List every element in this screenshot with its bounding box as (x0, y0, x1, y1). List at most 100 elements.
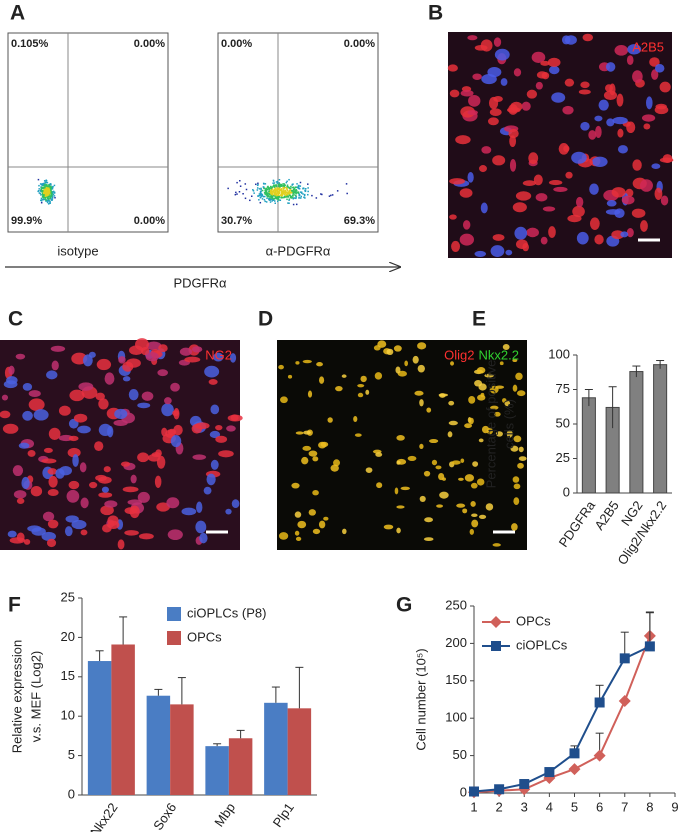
flow-dot (262, 195, 265, 198)
cell (21, 476, 30, 490)
cell (301, 456, 309, 465)
flow-dot (267, 195, 270, 197)
cell (308, 509, 316, 516)
flow-dot (50, 198, 52, 200)
flow-dot (289, 196, 292, 198)
flow-dot (295, 196, 298, 198)
cell (124, 530, 139, 536)
cell (553, 186, 568, 192)
cell (542, 206, 556, 212)
bar (111, 644, 135, 795)
flow-dot (270, 195, 272, 197)
cell (167, 529, 183, 541)
flow-dot (258, 188, 261, 190)
cell (2, 423, 19, 434)
flow-dot (293, 197, 296, 199)
cell (157, 369, 168, 377)
cell (16, 532, 25, 543)
y-axis-label: v.s. MEF (Log2) (28, 651, 43, 743)
flow-dot (272, 199, 275, 201)
cell (104, 500, 118, 508)
cell (512, 384, 518, 392)
cell (319, 376, 325, 384)
flow-dot (295, 203, 298, 206)
cell (79, 462, 87, 473)
flow-dot (267, 194, 269, 197)
flow-dot (300, 191, 303, 194)
cell (474, 44, 488, 51)
cell (72, 454, 79, 467)
panel-letter: G (396, 594, 412, 617)
flow-dot (42, 182, 45, 185)
cell (89, 481, 98, 489)
flow-dot (307, 193, 309, 196)
flow-dot (277, 183, 280, 186)
flow-dot (41, 192, 44, 194)
cell (287, 374, 293, 379)
cell (447, 431, 453, 438)
flow-dot (277, 190, 280, 193)
flow-dot (286, 194, 289, 197)
cell (165, 429, 176, 438)
flow-dot (289, 189, 292, 191)
cell (505, 249, 513, 256)
flow-dot (282, 186, 285, 189)
cell (396, 527, 401, 534)
cell (479, 165, 487, 173)
cell (12, 465, 24, 477)
cell (419, 399, 424, 407)
cell (609, 83, 616, 96)
panel-letter: A (10, 2, 25, 25)
cell (509, 135, 517, 148)
cell (517, 462, 524, 469)
cell (48, 475, 58, 488)
cell (651, 69, 659, 80)
flow-dot (272, 179, 275, 182)
cell (208, 379, 218, 385)
flow-dot (280, 194, 282, 196)
flow-dot (307, 190, 309, 193)
cell (353, 415, 358, 422)
cell (572, 205, 585, 218)
cell (627, 44, 642, 55)
cell (166, 497, 180, 509)
flow-dot (272, 198, 274, 201)
flow-dot (274, 195, 276, 197)
cell (383, 524, 394, 530)
flow-dot (315, 197, 318, 199)
cell (478, 514, 487, 519)
y-tick-label: 50 (556, 415, 570, 430)
bar (87, 661, 112, 795)
flow-dot (269, 189, 271, 192)
flow-dot (295, 189, 298, 191)
flow-dot (47, 203, 50, 205)
cell (455, 135, 471, 145)
cell (492, 155, 506, 166)
flow-dot (50, 186, 52, 188)
cell (47, 489, 59, 497)
flow-dot (292, 197, 295, 200)
cell (31, 527, 46, 536)
cell (396, 505, 405, 509)
flow-dot (273, 197, 276, 200)
flow-dot (52, 191, 54, 194)
cell (518, 446, 524, 453)
cell (576, 231, 589, 245)
cell (456, 503, 466, 508)
cell (460, 89, 474, 97)
cell (449, 89, 460, 98)
flow-dot (294, 191, 297, 193)
flow-dot (291, 186, 293, 189)
flow-dot (260, 188, 262, 191)
flow-dot (258, 199, 260, 201)
flow-dot (227, 187, 229, 190)
cell (103, 466, 111, 473)
cell (22, 383, 33, 391)
cell (494, 48, 510, 61)
cell (71, 519, 87, 530)
flow-dot (40, 183, 43, 186)
flow-dot (40, 199, 42, 202)
flow-dot (280, 189, 283, 191)
cell (101, 486, 109, 493)
flow-dot (46, 197, 49, 200)
